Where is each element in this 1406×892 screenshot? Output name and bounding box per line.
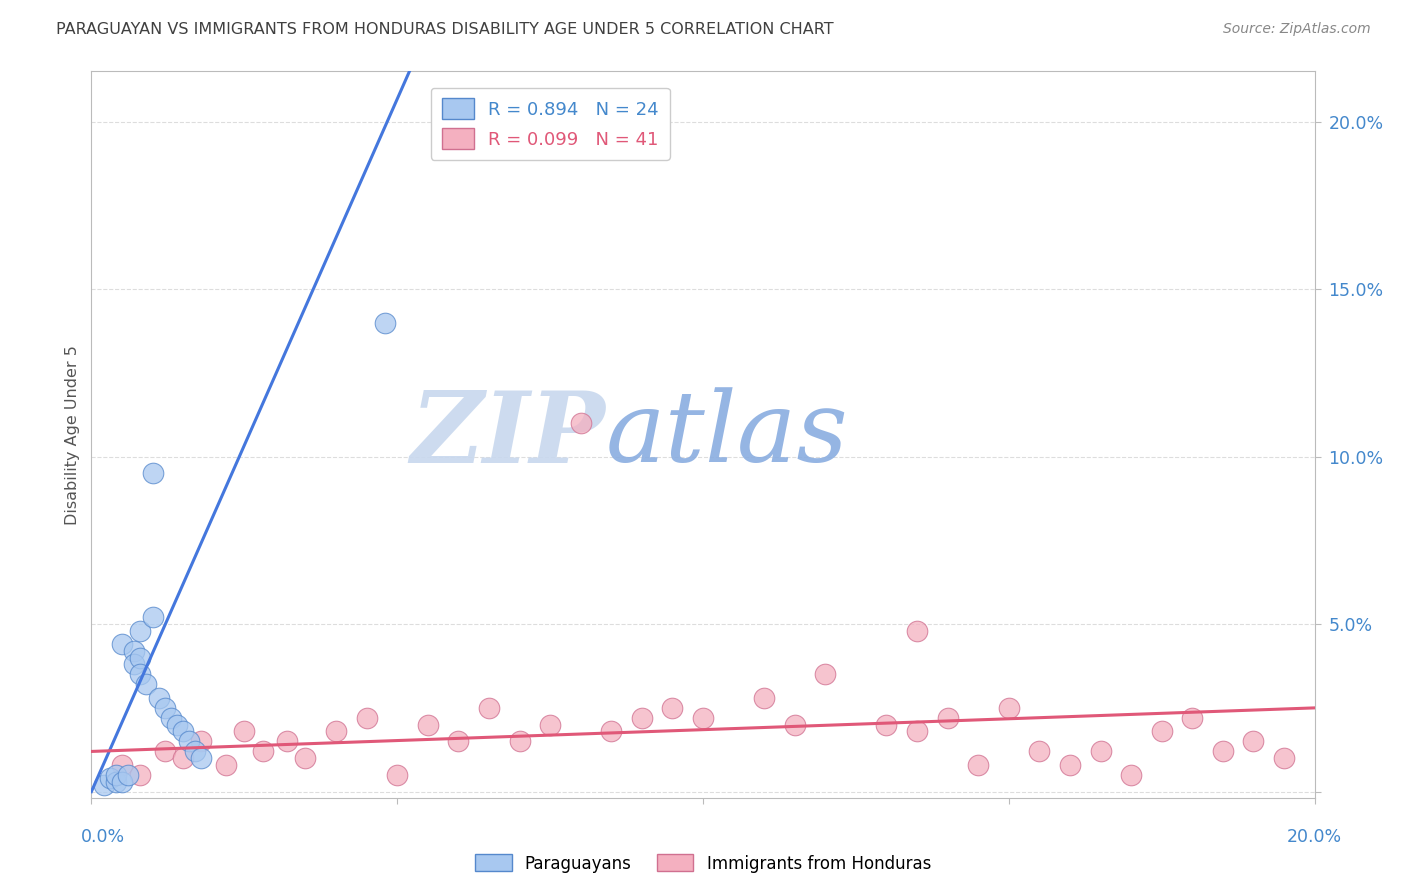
Point [569,416,592,430]
Point [184,744,207,758]
Point [1272,751,1295,765]
Point [325,724,347,739]
Point [905,724,928,739]
Point [478,701,501,715]
Point [141,610,163,624]
Point [631,711,654,725]
Point [905,624,928,638]
Point [190,734,212,748]
Point [447,734,470,748]
Point [998,701,1021,715]
Point [129,768,152,782]
Point [172,751,194,765]
Legend: Paraguayans, Immigrants from Honduras: Paraguayans, Immigrants from Honduras [468,847,938,880]
Point [160,711,183,725]
Point [104,768,127,782]
Point [600,724,623,739]
Point [252,744,274,758]
Y-axis label: Disability Age Under 5: Disability Age Under 5 [65,345,80,524]
Point [416,717,439,731]
Point [1181,711,1204,725]
Point [276,734,298,748]
Point [111,774,134,789]
Point [509,734,531,748]
Point [1121,768,1143,782]
Point [98,771,121,785]
Point [122,644,145,658]
Point [936,711,959,725]
Point [122,657,145,672]
Point [692,711,714,725]
Point [967,757,990,772]
Point [385,768,409,782]
Point [1090,744,1112,758]
Point [538,717,561,731]
Point [104,774,127,789]
Point [111,757,134,772]
Text: 0.0%: 0.0% [80,828,125,846]
Point [117,768,139,782]
Point [814,667,837,681]
Point [783,717,806,731]
Point [1243,734,1265,748]
Text: ZIP: ZIP [411,386,605,483]
Text: 20.0%: 20.0% [1286,828,1343,846]
Point [661,701,683,715]
Point [129,667,152,681]
Point [93,778,115,792]
Point [129,624,152,638]
Point [294,751,316,765]
Point [129,650,152,665]
Point [1059,757,1081,772]
Point [215,757,238,772]
Point [1150,724,1173,739]
Point [875,717,898,731]
Text: PARAGUAYAN VS IMMIGRANTS FROM HONDURAS DISABILITY AGE UNDER 5 CORRELATION CHART: PARAGUAYAN VS IMMIGRANTS FROM HONDURAS D… [56,22,834,37]
Point [1028,744,1050,758]
Point [111,637,134,651]
Point [172,724,194,739]
Point [356,711,378,725]
Text: atlas: atlas [605,387,848,483]
Point [374,316,396,330]
Legend: R = 0.894   N = 24, R = 0.099   N = 41: R = 0.894 N = 24, R = 0.099 N = 41 [430,87,669,160]
Text: Source: ZipAtlas.com: Source: ZipAtlas.com [1223,22,1371,37]
Point [148,690,170,705]
Point [1212,744,1234,758]
Point [190,751,212,765]
Point [153,744,176,758]
Point [754,690,776,705]
Point [233,724,256,739]
Point [141,467,163,481]
Point [135,677,157,691]
Point [153,701,176,715]
Point [179,734,201,748]
Point [166,717,188,731]
